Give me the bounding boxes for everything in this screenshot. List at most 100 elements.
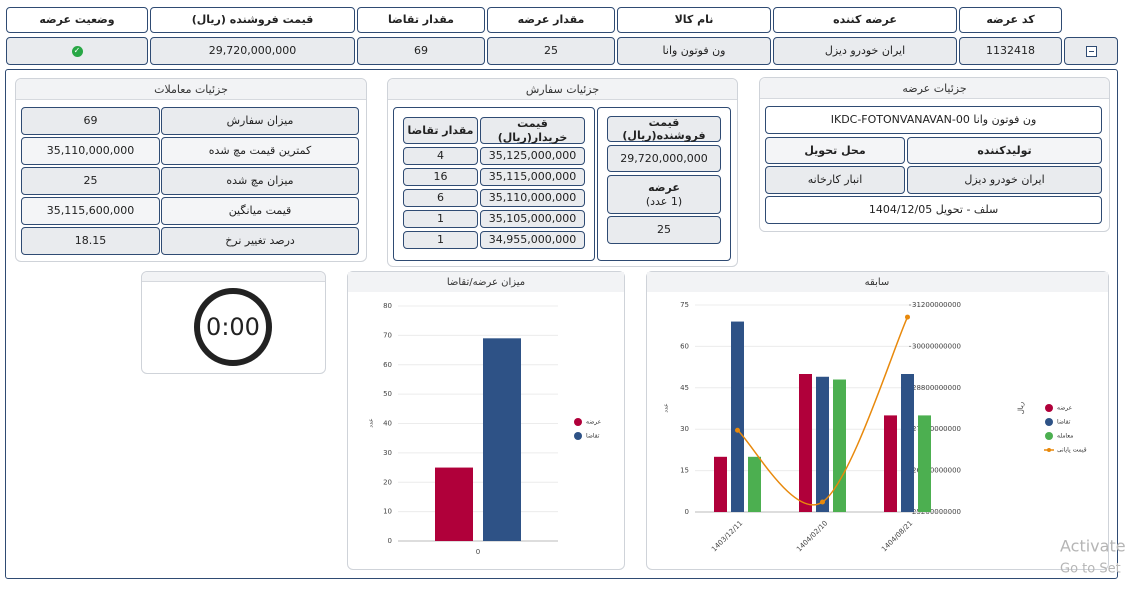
cell: مقدار تقاضا <box>403 117 478 144</box>
legend-label: تقاضا <box>1057 419 1071 426</box>
cell: عرضه (1 عدد) <box>607 175 721 214</box>
cell: 16 <box>403 168 478 186</box>
cell: سلف - تحویل 1404/12/05 <box>765 196 1102 224</box>
panel-title-bg <box>647 272 1108 292</box>
legend-label: قیمت پایانی <box>1057 447 1087 454</box>
cell: 35,115,600,000 <box>21 197 160 225</box>
y-axis-label: عدد <box>663 403 670 412</box>
collapse-icon[interactable] <box>1085 45 1097 57</box>
cell: 25 <box>487 37 615 65</box>
cell: ون فوتون وانا <box>617 37 771 65</box>
bar <box>833 379 846 512</box>
header-cell: نام کالا <box>617 7 771 33</box>
bar <box>884 415 897 512</box>
chart-title: سابقه <box>865 277 890 288</box>
header-cell: وضعیت عرضه <box>6 7 148 33</box>
y-tick-label: 40 <box>383 420 392 428</box>
cell: 69 <box>357 37 485 65</box>
cell: انبار کارخانه <box>765 166 905 194</box>
header-cell: عرضه کننده <box>773 7 957 33</box>
legend-marker <box>1045 418 1053 426</box>
timer: 0:00 <box>206 313 260 341</box>
cell: 25 <box>21 167 160 195</box>
cell: محل تحویل <box>765 137 905 164</box>
cell: کمترین قیمت مچ شده <box>161 137 359 165</box>
cell: ایران خودرو دیزل <box>907 166 1102 194</box>
header-cell: مقدار عرضه <box>487 7 615 33</box>
panel-strip <box>142 272 325 282</box>
legend-marker <box>1045 404 1053 412</box>
y-tick-label: 60 <box>680 342 689 350</box>
legend-label: عرضه <box>586 419 601 426</box>
cell: 25 <box>607 216 721 244</box>
cell: 6 <box>403 189 478 207</box>
y2-tick-label: 28800000000 <box>912 384 961 392</box>
cell: 35,105,000,000 <box>480 210 585 228</box>
watermark: Activate <box>1060 537 1126 556</box>
y-tick-label: 0 <box>388 537 392 545</box>
line-point <box>905 314 910 320</box>
x-tick-label: 0 <box>476 548 480 556</box>
y-tick-label: 30 <box>383 449 392 457</box>
cell: 35,110,000,000 <box>21 137 160 165</box>
y2-tick-label: 26400000000 <box>912 467 961 475</box>
status-cell: ✓ <box>6 37 148 65</box>
legend-marker <box>574 418 582 426</box>
y-tick-label: 80 <box>383 302 392 310</box>
cell: ون فوتون وانا IKDC-FOTONVANAVAN-00 <box>765 106 1102 134</box>
y-tick-label: 20 <box>383 478 392 486</box>
y-axis-label: عدد <box>368 418 375 427</box>
panel-title-bg <box>348 272 624 292</box>
y-tick-label: 75 <box>680 301 689 309</box>
legend-marker <box>1045 432 1053 440</box>
cell: 1132418 <box>959 37 1062 65</box>
legend-marker <box>574 432 582 440</box>
y-tick-label: 15 <box>680 467 689 475</box>
timer-ring <box>194 288 272 366</box>
cell: میزان مچ شده <box>161 167 359 195</box>
cell: قیمت خریدار(ریال) <box>480 117 585 144</box>
cell: 29,720,000,000 <box>150 37 355 65</box>
bar <box>435 467 473 541</box>
panel-title: جزئیات عرضه <box>760 78 1109 99</box>
x-tick-label: 1404/02/10 <box>795 519 829 553</box>
y2-axis-label: ریال <box>1017 402 1025 415</box>
x-tick-label: 1403/12/11 <box>710 519 744 553</box>
header-cell: کد عرضه <box>959 7 1062 33</box>
y-tick-label: 10 <box>383 508 392 516</box>
y-tick-label: 60 <box>383 361 392 369</box>
bar <box>731 321 744 512</box>
cell: 35,125,000,000 <box>480 147 585 165</box>
y2-tick-label: 30000000000 <box>912 342 961 350</box>
cell: 69 <box>21 107 160 135</box>
y2-tick-label: 31200000000 <box>912 301 961 309</box>
expand-cell[interactable] <box>1064 37 1118 65</box>
line-point <box>820 499 825 505</box>
label: عرضه <box>648 181 680 195</box>
bar <box>748 456 761 512</box>
cell: میزان سفارش <box>161 107 359 135</box>
cell: 4 <box>403 147 478 165</box>
y-tick-label: 30 <box>680 425 689 433</box>
status-icon: ✓ <box>71 45 83 57</box>
bar <box>799 374 812 512</box>
legend-label: عرضه <box>1057 405 1072 412</box>
panel-title: جزئیات سفارش <box>388 79 737 100</box>
cell: 29,720,000,000 <box>607 145 721 172</box>
header-cell: مقدار تقاضا <box>357 7 485 33</box>
cell: ایران خودرو دیزل <box>773 37 957 65</box>
y-tick-label: 45 <box>680 384 689 392</box>
cell: 34,955,000,000 <box>480 231 585 249</box>
cell: تولیدکننده <box>907 137 1102 164</box>
chart-title: میزان عرضه/تقاضا <box>447 277 525 288</box>
cell: 1 <box>403 210 478 228</box>
y-tick-label: 70 <box>383 331 392 339</box>
cell: 35,110,000,000 <box>480 189 585 207</box>
legend-label: معامله <box>1057 433 1073 440</box>
bar <box>901 374 914 512</box>
cell: 1 <box>403 231 478 249</box>
y2-tick-label: 27600000000 <box>912 425 961 433</box>
legend-label: تقاضا <box>586 433 600 440</box>
line-point <box>735 427 740 433</box>
